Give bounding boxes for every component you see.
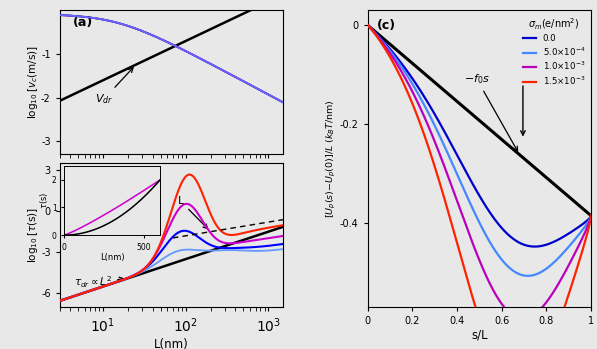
Text: L: L bbox=[178, 196, 208, 229]
Text: (c): (c) bbox=[377, 20, 396, 32]
X-axis label: L(nm): L(nm) bbox=[154, 337, 189, 349]
X-axis label: s/L: s/L bbox=[471, 329, 488, 342]
Y-axis label: $[U_p(s){-}U_p(0)]/L\ (k_BT/\mathrm{nm})$: $[U_p(s){-}U_p(0)]/L\ (k_BT/\mathrm{nm})… bbox=[325, 99, 338, 218]
Text: $\tau_{dr}\propto L^2$: $\tau_{dr}\propto L^2$ bbox=[74, 275, 124, 290]
Text: $V_{dr}$: $V_{dr}$ bbox=[95, 68, 133, 106]
Legend: 0.0, 5.0×10$^{-4}$, 1.0×10$^{-3}$, 1.5×10$^{-3}$: 0.0, 5.0×10$^{-4}$, 1.0×10$^{-3}$, 1.5×1… bbox=[521, 15, 587, 88]
Text: (a): (a) bbox=[73, 16, 93, 29]
Y-axis label: $\log_{10}[\tau\mathrm{(s)}]$: $\log_{10}[\tau\mathrm{(s)}]$ bbox=[26, 207, 39, 263]
Text: $-f_0s$: $-f_0s$ bbox=[464, 72, 518, 151]
Y-axis label: $\log_{10}[v_c\mathrm{(m/s)}]$: $\log_{10}[v_c\mathrm{(m/s)}]$ bbox=[26, 45, 39, 119]
Text: (b): (b) bbox=[73, 168, 94, 180]
